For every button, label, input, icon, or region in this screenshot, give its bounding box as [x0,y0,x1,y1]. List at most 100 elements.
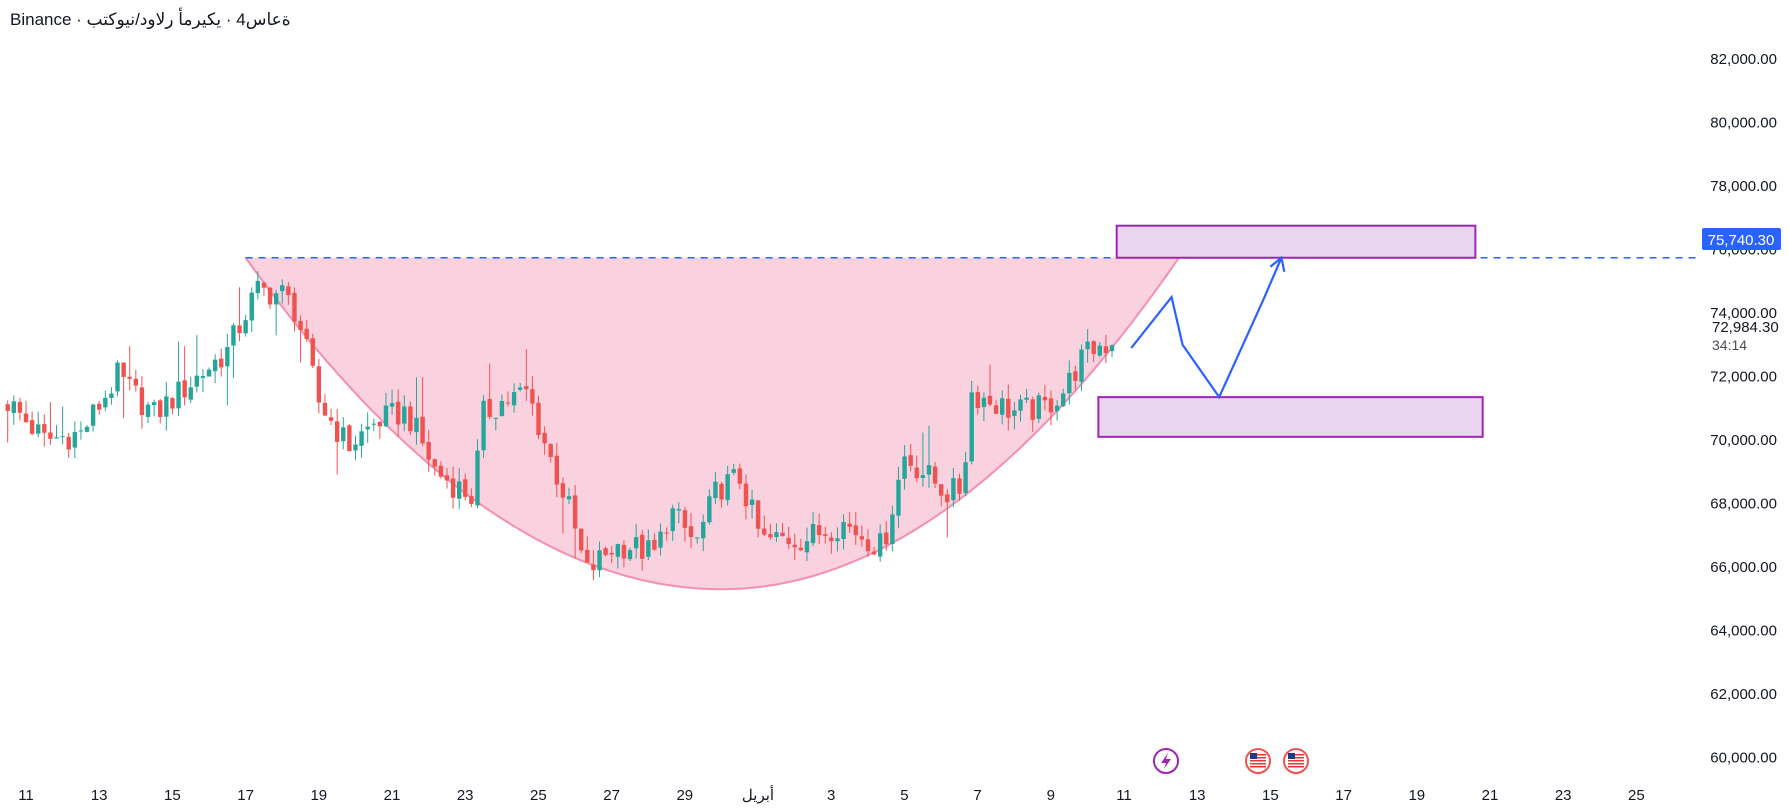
candle [365,412,370,443]
candle-body [884,532,889,545]
candle [310,333,315,368]
candle [890,505,895,552]
events-layer[interactable] [1153,748,1309,774]
candle [566,487,572,505]
candle-body [432,459,437,467]
candle-body [658,531,663,548]
candle [975,385,980,415]
candle [1097,341,1103,358]
candle-body [707,496,712,523]
us-flag-icon[interactable] [1283,748,1309,774]
candle [1018,394,1023,422]
candle-body [438,465,444,477]
time-tick-label: أبريل [742,785,774,804]
candle [1109,344,1115,357]
candle [286,282,291,305]
candle-body [719,483,724,500]
time-tick-label: 5 [900,787,908,804]
candle [804,527,810,562]
candle-body [231,325,236,346]
candle-body [902,456,907,479]
candle [725,465,730,506]
candle-body [609,552,614,555]
candle-body [48,432,53,439]
candle [768,523,773,540]
candle [1030,396,1035,432]
candle [23,400,29,423]
candle [572,485,578,559]
candle [676,502,682,524]
projection-layer [1130,255,1286,400]
candle-body [804,541,810,553]
candle [1073,365,1078,390]
candle-body [1103,346,1109,353]
candle-body [1061,393,1066,407]
time-tick-label: 11 [18,787,34,804]
candle [36,411,41,438]
candle [383,392,389,427]
candle [786,526,791,549]
candle-body [139,387,145,415]
candle [554,442,560,498]
candle [1103,334,1109,364]
candle [1085,329,1090,363]
candle [536,395,541,440]
candle-body [1048,398,1054,413]
candle [792,533,797,560]
time-axis[interactable]: 11 13 15 17 19 21 23 25 27 29 أبريل 3 5 7 9 11 13 15 17 19 2… [18,785,1645,804]
flag-stripe [1250,766,1266,768]
candle [127,346,132,391]
candle-body [560,483,566,498]
candle [115,360,120,397]
candle-body [414,417,419,433]
time-tick-label: 23 [1555,787,1572,804]
candle [1006,384,1011,431]
price-axis[interactable]: 60,000.00 62,000.00 64,000.00 66,000.00 68,0… [1710,51,1777,767]
candle-body [280,285,285,292]
candle-body [670,508,675,532]
candle [597,541,602,578]
candle-body [219,358,224,368]
candle-body [737,468,743,484]
price-tick-label: 82,000.00 [1710,51,1777,68]
time-tick-label: 17 [237,787,254,804]
target-price-label: 75,740.30 [1708,232,1775,249]
candle-body [786,537,791,544]
candle-body [1079,349,1084,382]
candle [60,406,65,445]
candle-body [877,533,883,557]
candle [682,506,688,542]
candle-body [524,386,529,390]
candle [798,538,804,552]
candle [499,394,505,417]
candle-body [749,499,755,505]
time-tick-label: 17 [1335,787,1352,804]
candle-body [810,524,816,544]
candle-body [554,455,560,485]
candles-layer [5,271,1115,581]
flag-stripe [1250,760,1266,762]
candle-body [652,539,657,550]
candle-body [420,416,425,444]
lightning-icon[interactable] [1153,748,1179,774]
price-tick-label: 66,000.00 [1710,559,1777,576]
candle [646,529,651,561]
candle [1079,344,1084,391]
candle [206,367,212,377]
candle [914,455,919,483]
candle [511,383,517,413]
candle-body [621,544,627,559]
candle-body [456,481,462,499]
us-flag-icon[interactable] [1245,748,1271,774]
candle-body [768,534,773,538]
candle [48,402,53,445]
candle [579,528,584,554]
candle-body [1091,341,1096,355]
candle [987,364,993,407]
candle-body [841,522,846,539]
candle-body [829,537,834,542]
candle [981,392,987,421]
candle [615,543,621,569]
candle-body [389,403,395,407]
